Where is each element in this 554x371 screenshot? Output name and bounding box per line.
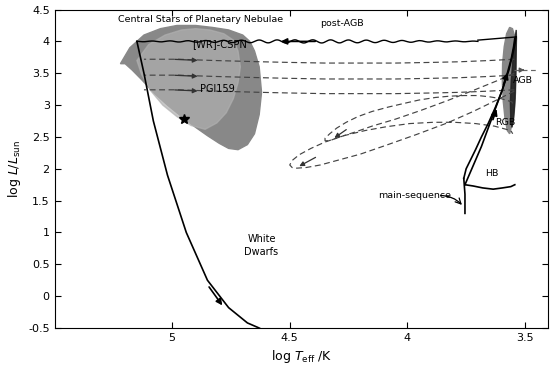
Text: main-sequence: main-sequence xyxy=(378,191,451,200)
Text: [WR]-CSPN: [WR]-CSPN xyxy=(192,40,247,50)
X-axis label: log $T_{\rm eff}$ /K: log $T_{\rm eff}$ /K xyxy=(271,348,332,365)
Text: PGl159: PGl159 xyxy=(201,84,235,94)
Text: post-AGB: post-AGB xyxy=(320,19,363,28)
Text: AGB: AGB xyxy=(513,76,533,85)
Text: White
Dwarfs: White Dwarfs xyxy=(244,234,279,257)
Y-axis label: log $L/L_{\rm sun}$: log $L/L_{\rm sun}$ xyxy=(6,140,23,198)
Text: HB: HB xyxy=(485,170,499,178)
Polygon shape xyxy=(502,27,516,134)
Polygon shape xyxy=(120,26,261,150)
Text: RGB: RGB xyxy=(495,118,516,127)
Polygon shape xyxy=(137,29,240,129)
Text: Central Stars of Planetary Nebulae: Central Stars of Planetary Nebulae xyxy=(118,14,283,24)
Polygon shape xyxy=(510,30,516,127)
